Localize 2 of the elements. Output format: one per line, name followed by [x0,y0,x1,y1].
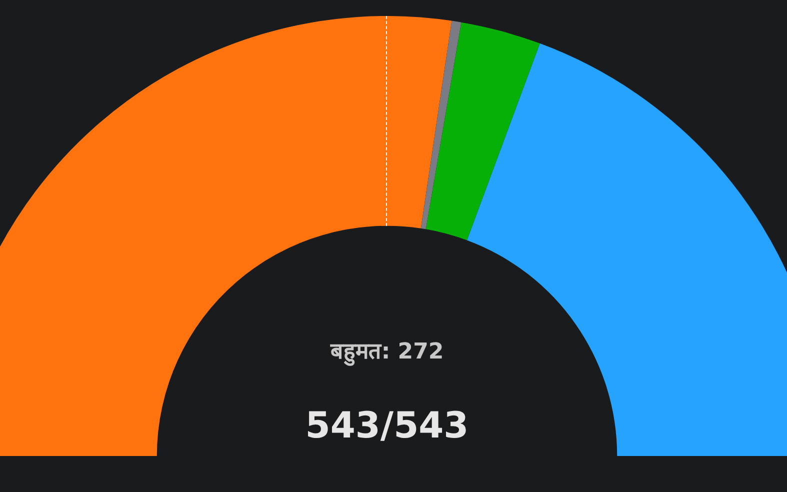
text: 543/543 [305,405,469,446]
text: बहुमत: 272 [329,340,444,367]
